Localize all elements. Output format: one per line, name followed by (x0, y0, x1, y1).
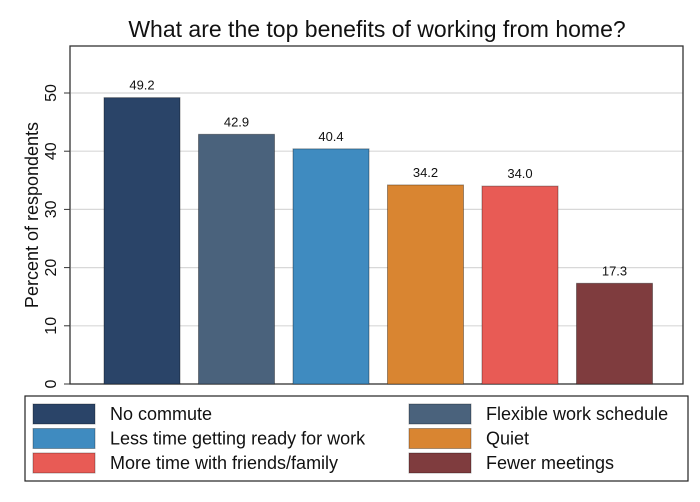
y-tick-label: 30 (43, 200, 60, 218)
chart-title: What are the top benefits of working fro… (128, 16, 625, 42)
y-tick-label: 0 (43, 379, 60, 388)
legend-label: Quiet (486, 429, 529, 449)
legend-swatch (408, 403, 472, 425)
legend-swatch (408, 428, 472, 449)
y-tick-label: 40 (43, 142, 60, 160)
bar (198, 133, 275, 385)
legend-label: Less time getting ready for work (110, 429, 366, 449)
data-label: 49.2 (129, 78, 154, 93)
plot-frame (69, 45, 684, 385)
legend-label: More time with friends/family (110, 453, 338, 473)
bar (576, 282, 653, 385)
legend-swatch (32, 428, 96, 449)
legend-label: Fewer meetings (486, 453, 614, 473)
bar (387, 184, 464, 385)
y-axis-label: Percent of respondents (22, 122, 42, 308)
data-label: 17.3 (602, 263, 627, 278)
bar (292, 148, 370, 385)
data-label: 34.0 (507, 166, 532, 181)
bar (481, 185, 559, 385)
legend-label: No commute (110, 404, 212, 424)
y-tick-label: 10 (43, 317, 60, 335)
legend-swatch (32, 403, 96, 425)
y-tick-label: 50 (43, 84, 60, 102)
legend-swatch (32, 452, 96, 474)
bar (103, 97, 181, 385)
data-label: 34.2 (413, 165, 438, 180)
legend-box (24, 395, 689, 482)
data-label: 42.9 (224, 114, 249, 129)
data-label: 40.4 (318, 129, 343, 144)
legend-swatch (408, 452, 472, 474)
y-tick-label: 20 (43, 259, 60, 277)
legend-label: Flexible work schedule (486, 404, 668, 424)
